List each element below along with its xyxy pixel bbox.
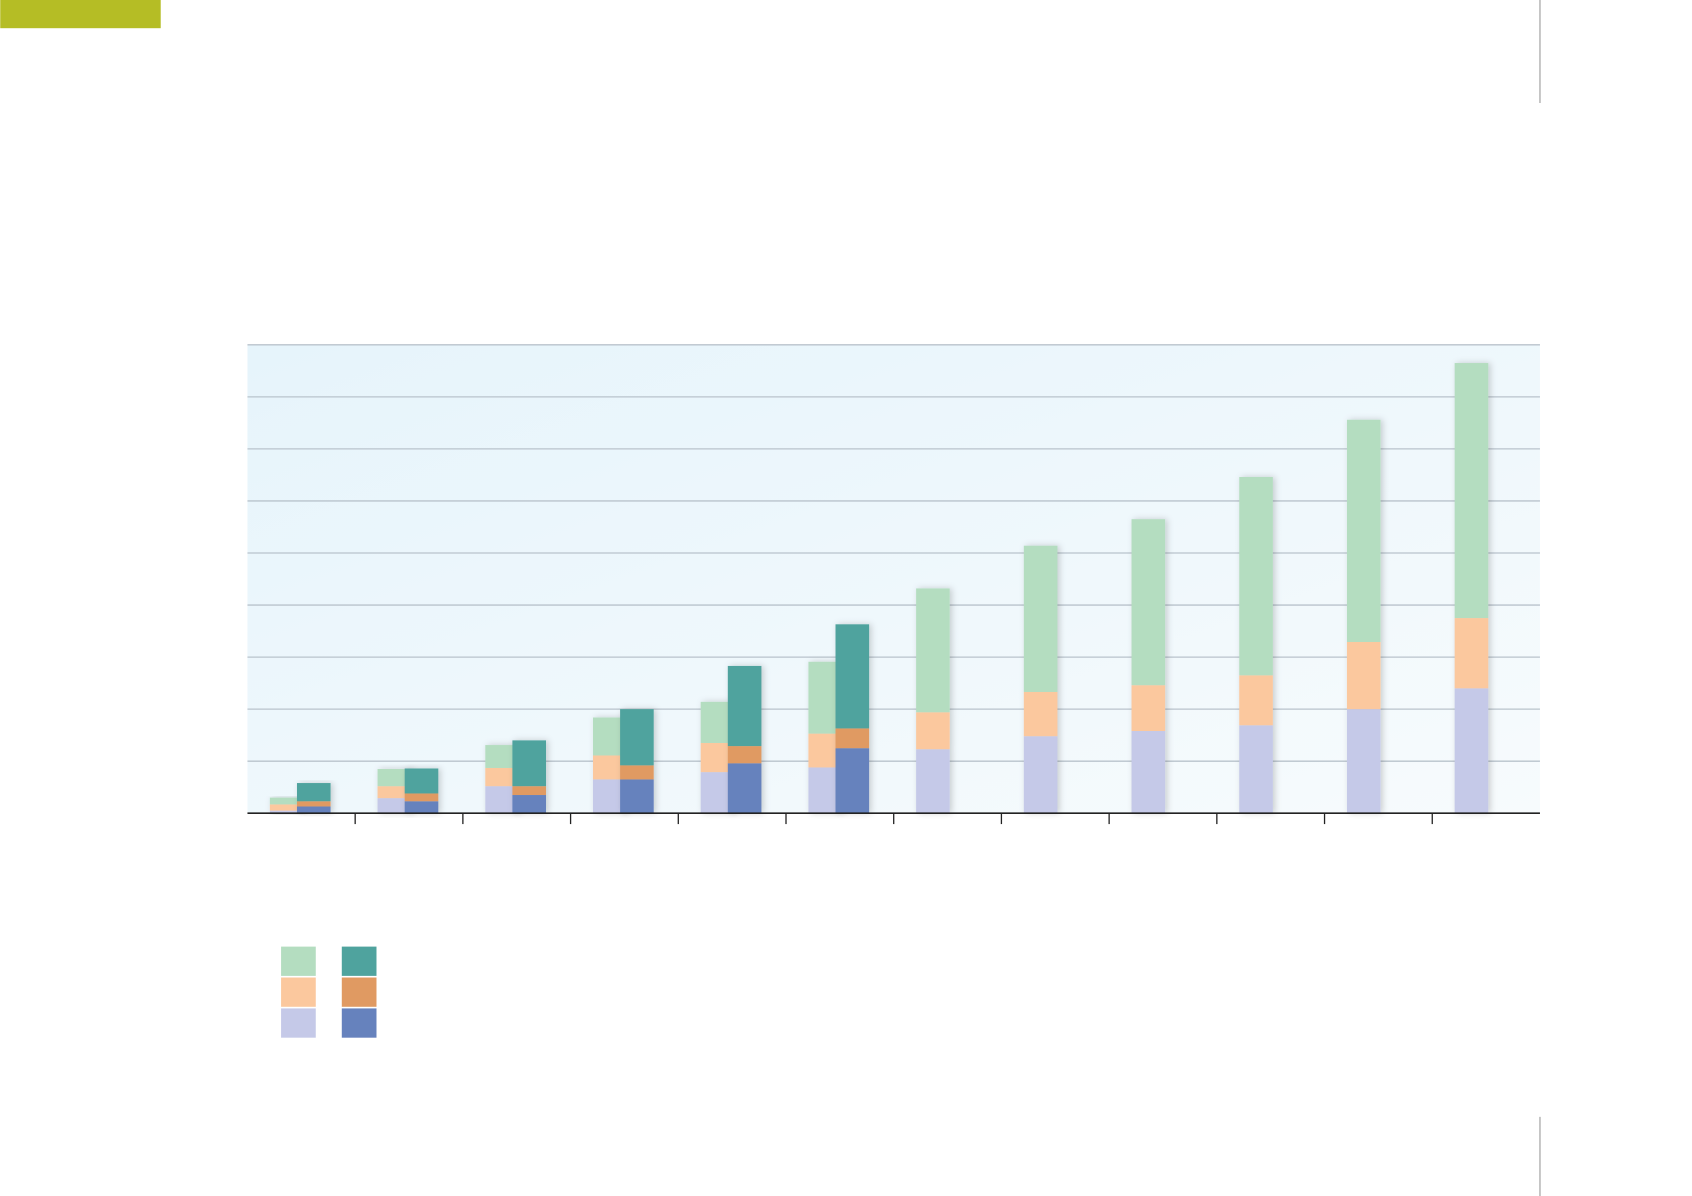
bar-segment (404, 768, 439, 794)
bar-stack (916, 588, 950, 814)
bar-stack (269, 797, 304, 814)
bar-segment (485, 767, 519, 787)
bar-stack (727, 665, 762, 814)
bar-segment (1454, 363, 1489, 619)
bar-segment (377, 768, 412, 787)
bar-segment (592, 755, 627, 780)
bar-segment (512, 786, 547, 796)
bar-segment (404, 801, 439, 814)
legend-swatch (341, 1008, 377, 1038)
bar-segment (1454, 618, 1489, 689)
bar-stack (1454, 363, 1489, 814)
bar-segment (835, 748, 870, 814)
bar-stack (404, 768, 439, 814)
bar-segment (1131, 685, 1166, 732)
bar-stack (377, 768, 412, 814)
bar-segment (620, 709, 654, 766)
plot-area (247, 344, 1540, 814)
legend-swatch (281, 1008, 316, 1038)
bar-segment (1346, 709, 1381, 814)
bar-stack (512, 740, 547, 814)
bar-segment (727, 665, 762, 747)
bar-segment (296, 801, 331, 807)
bar-stack (1023, 545, 1058, 814)
bar-segment (1023, 691, 1058, 737)
bar-stack (620, 709, 654, 814)
bar-segment (1346, 419, 1381, 643)
bar-stack (296, 783, 331, 814)
bar-segment (1023, 545, 1058, 692)
bar-segment (916, 588, 950, 713)
bar-segment (727, 763, 762, 814)
bar-segment (835, 728, 870, 749)
bar-segment (1239, 675, 1273, 726)
bar-stack (1131, 519, 1166, 814)
bar-segment (1131, 519, 1166, 686)
bar-segment (916, 712, 950, 750)
bar-segment (835, 624, 870, 729)
bar-segment (269, 810, 304, 814)
bar-segment (404, 793, 439, 802)
bar-segment (377, 798, 412, 814)
legend-swatch (341, 946, 377, 976)
bar-segment (1239, 725, 1273, 814)
bar-segment (377, 786, 412, 799)
bar-stack (835, 624, 870, 814)
bar-segment (296, 806, 331, 814)
legend-swatch (281, 946, 316, 976)
bar-segment (1131, 731, 1166, 814)
bar-stack (1239, 477, 1273, 814)
bar-segment (269, 804, 304, 811)
bar-segment (485, 745, 519, 768)
legend-swatch (341, 977, 377, 1007)
bar-segment (916, 749, 950, 814)
bar-segment (296, 783, 331, 802)
bar-segment (1346, 642, 1381, 710)
bar-segment (1239, 477, 1273, 676)
bar-segment (512, 795, 547, 814)
bar-segment (727, 746, 762, 764)
bar-segment (1023, 736, 1058, 814)
bar-segment (269, 797, 304, 805)
bar-segment (620, 779, 654, 814)
bar-segment (620, 765, 654, 780)
header-tab (0, 0, 161, 29)
bar-stack (1346, 419, 1381, 814)
bar-segment (1454, 688, 1489, 814)
legend-swatch (281, 977, 316, 1007)
bar-segment (512, 740, 547, 787)
